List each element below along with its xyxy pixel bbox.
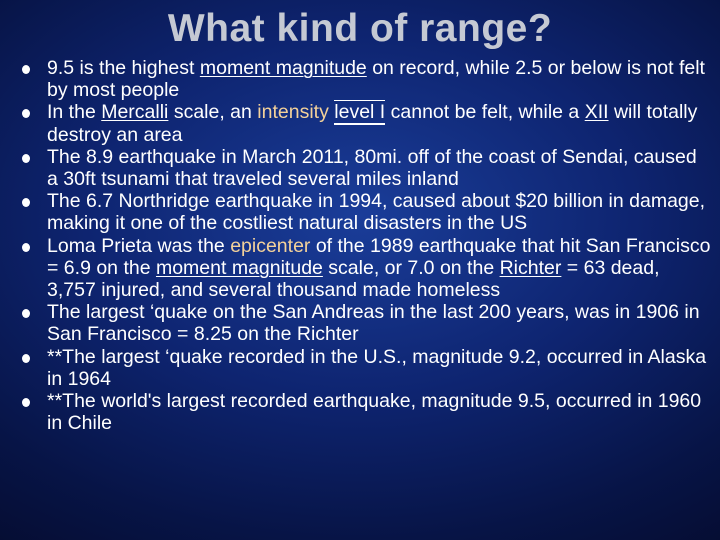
bullet-dot-icon — [22, 353, 30, 363]
bullet-text: 9.5 is the highest — [47, 57, 200, 79]
bullet-item: The largest ‘quake on the San Andreas in… — [22, 301, 712, 345]
bullet-text: The largest ‘quake on the San Andreas in… — [47, 301, 700, 346]
bullet-text: The 8.9 earthquake in March 2011, 80mi. … — [47, 145, 697, 191]
hyperlink[interactable]: Mercalli — [101, 101, 169, 124]
bullet-dot-icon — [22, 109, 30, 119]
hyperlink[interactable]: Richter — [499, 256, 562, 279]
bullet-item: In the Mercalli scale, an intensity leve… — [22, 100, 712, 146]
bullet-text: of the 1989 earthquake that hit San Fran… — [47, 234, 711, 279]
bullet-dot-icon — [22, 309, 30, 319]
bullet-text: **The world's largest recorded earthquak… — [47, 390, 702, 435]
bullet-text: = 63 dead, 3,757 injured, and several th… — [47, 256, 660, 302]
bullet-item: 9.5 is the highest moment magnitude on r… — [22, 57, 712, 101]
bullet-text: cannot be felt, while a — [385, 101, 585, 124]
hyperlink[interactable]: moment magnitude — [155, 256, 323, 279]
slide-title: What kind of range? — [167, 7, 553, 50]
bullet-dot-icon — [22, 65, 30, 74]
bullet-dot-icon — [22, 242, 30, 252]
bullet-item: **The largest ‘quake recorded in the U.S… — [22, 346, 712, 390]
bullet-item: The 8.9 earthquake in March 2011, 80mi. … — [22, 146, 712, 190]
bullet-item: The 6.7 Northridge earthquake in 1994, c… — [22, 190, 712, 234]
bullet-text: scale, or 7.0 on the — [322, 256, 500, 279]
bullet-item: **The world's largest recorded earthquak… — [22, 390, 712, 434]
bullet-dot-icon — [22, 153, 30, 163]
highlighted-term: epicenter — [230, 234, 311, 257]
highlighted-term: intensity — [257, 101, 329, 124]
bullet-text: scale, an — [168, 101, 258, 124]
bullet-text: will totally destroy an area — [47, 101, 698, 146]
hyperlink[interactable]: XII — [584, 101, 609, 124]
bullet-text: on record, while 2.5 or below is not fel… — [47, 57, 705, 102]
bullet-dot-icon — [22, 398, 30, 408]
hyperlink[interactable]: moment magnitude — [199, 57, 367, 79]
bullet-text: The 6.7 Northridge earthquake in 1994, c… — [47, 190, 706, 235]
bullet-text: In the — [47, 101, 102, 124]
bullet-text: **The largest ‘quake recorded in the U.S… — [47, 345, 707, 390]
bullet-list: 9.5 is the highest moment magnitude on r… — [22, 57, 712, 434]
hyperlink[interactable]: level I — [334, 100, 386, 126]
bullet-dot-icon — [22, 198, 30, 208]
bullet-item: Loma Prieta was the epicenter of the 198… — [22, 235, 712, 302]
bullet-text: Loma Prieta was the — [47, 234, 231, 257]
